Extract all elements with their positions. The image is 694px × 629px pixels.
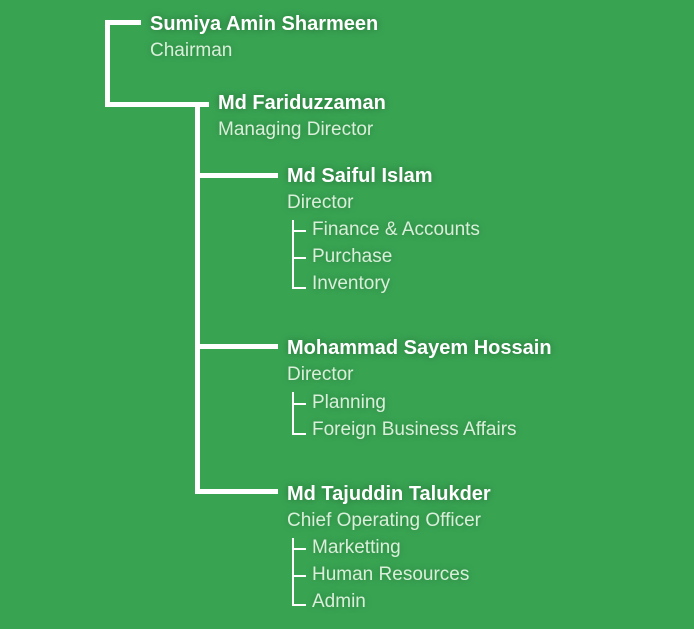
director-3-name: Md Tajuddin Talukder [287, 483, 491, 505]
chairman-name: Sumiya Amin Sharmeen [150, 13, 379, 35]
department-purchase: Purchase [312, 246, 393, 267]
director-1-title: Director [287, 192, 354, 213]
connector-md-trunk [195, 104, 200, 494]
connector-chairman-vertical [105, 20, 110, 107]
dept-tree-3-branch-2 [292, 575, 306, 577]
connector-md-horizontal [105, 102, 209, 107]
connector-director-2 [195, 344, 278, 349]
department-inventory: Inventory [312, 273, 391, 294]
dept-tree-1-branch-3 [292, 287, 306, 289]
dept-tree-2-branch-1 [292, 403, 306, 405]
dept-tree-1-branch-1 [292, 230, 306, 232]
dept-tree-2-branch-2 [292, 433, 306, 435]
dept-tree-3-vertical [292, 538, 294, 606]
connector-director-1 [195, 173, 278, 178]
chairman-title: Chairman [150, 40, 233, 61]
dept-tree-1-vertical [292, 220, 294, 289]
dept-tree-3-branch-3 [292, 604, 306, 606]
dept-tree-2-vertical [292, 392, 294, 435]
department-planning: Planning [312, 392, 386, 413]
dept-tree-1-branch-2 [292, 257, 306, 259]
director-2-title: Director [287, 364, 354, 385]
connector-chairman-horizontal [105, 20, 141, 25]
department-marketting: Marketting [312, 537, 401, 558]
md-name: Md Fariduzzaman [218, 92, 386, 114]
connector-director-3 [195, 489, 278, 494]
department-finance-accounts: Finance & Accounts [312, 219, 480, 240]
department-admin: Admin [312, 591, 366, 612]
md-title: Managing Director [218, 119, 374, 140]
dept-tree-3-branch-1 [292, 548, 306, 550]
department-human-resources: Human Resources [312, 564, 470, 585]
director-2-name: Mohammad Sayem Hossain [287, 337, 552, 359]
department-foreign-business-affairs: Foreign Business Affairs [312, 419, 517, 440]
director-1-name: Md Saiful Islam [287, 165, 433, 187]
director-3-title: Chief Operating Officer [287, 510, 481, 531]
